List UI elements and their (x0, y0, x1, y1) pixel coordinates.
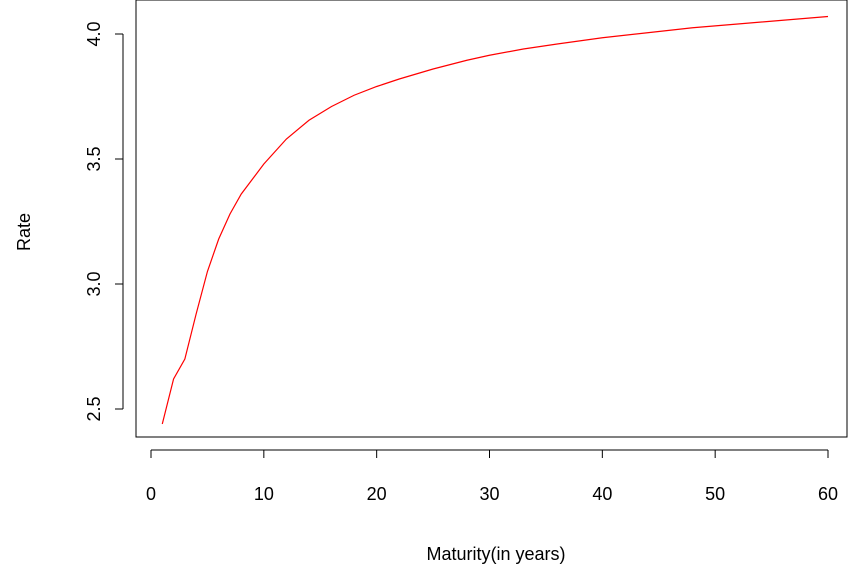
y-tick-label: 3.5 (84, 146, 104, 171)
y-axis-label: Rate (14, 213, 34, 251)
y-axis: 2.5 3.0 3.5 4.0 (84, 21, 124, 422)
x-tick-label: 30 (479, 484, 499, 504)
x-tick-label: 60 (818, 484, 838, 504)
x-tick-label: 50 (705, 484, 725, 504)
x-axis: 0 10 20 30 40 50 60 (146, 449, 838, 504)
series-line (161, 15, 829, 425)
x-axis-label: Maturity(in years) (426, 544, 565, 564)
x-tick-label: 20 (367, 484, 387, 504)
plot-box (135, 0, 848, 438)
x-tick-label: 40 (592, 484, 612, 504)
x-tick-label: 0 (146, 484, 156, 504)
series-layer (161, 15, 829, 425)
x-tick-label: 10 (254, 484, 274, 504)
y-tick-label: 2.5 (84, 396, 104, 421)
y-tick-label: 3.0 (84, 271, 104, 296)
y-tick-label: 4.0 (84, 21, 104, 46)
